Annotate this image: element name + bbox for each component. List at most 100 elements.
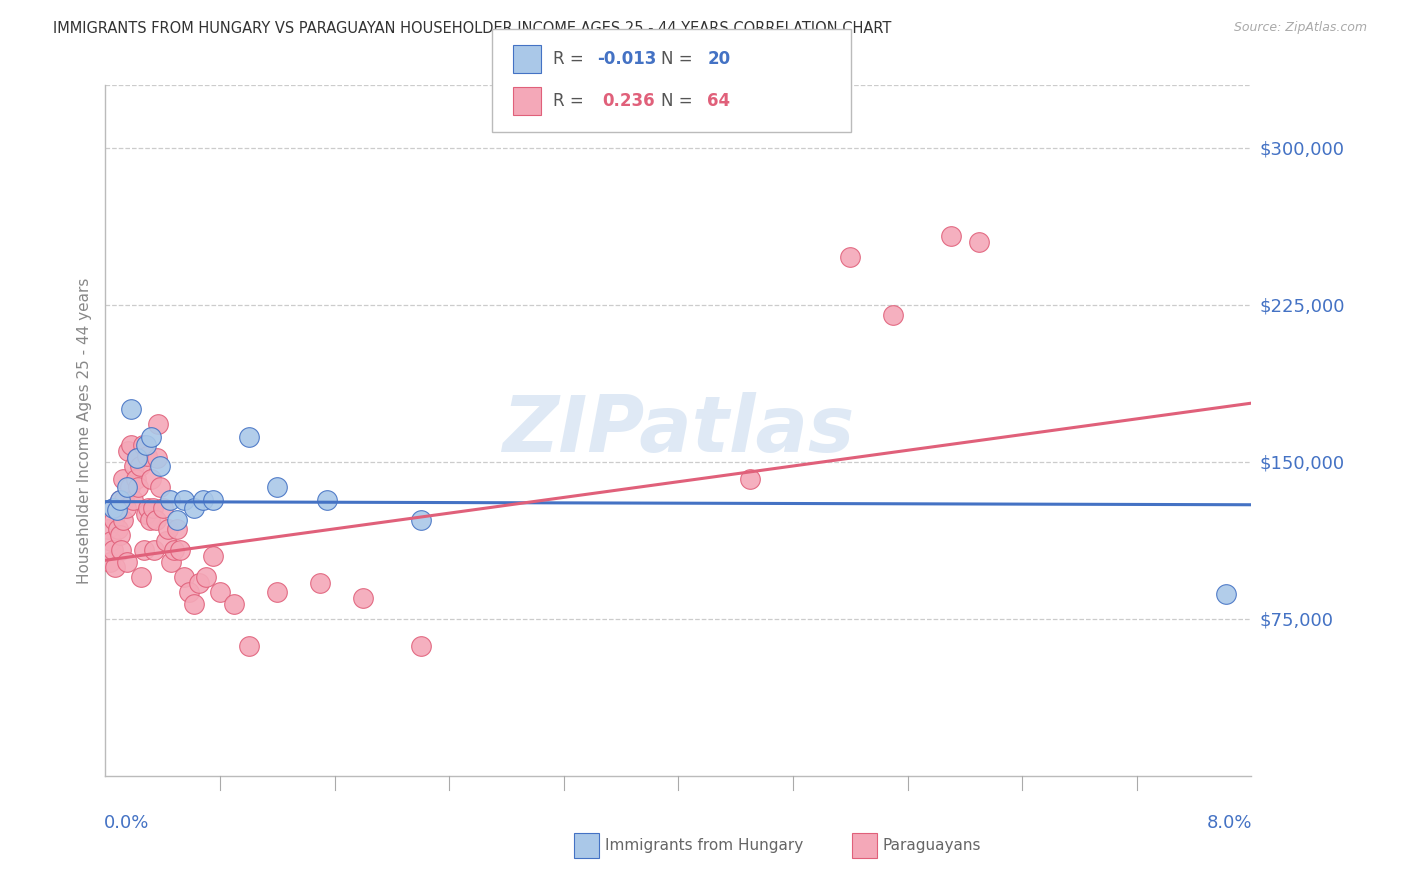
- Point: [135, 507, 157, 521]
- Point: [266, 480, 288, 494]
- Point: [183, 500, 205, 515]
- Point: [238, 639, 260, 653]
- Point: [117, 444, 139, 458]
- Point: [118, 480, 141, 494]
- Point: [201, 492, 224, 507]
- Point: [316, 492, 339, 507]
- Point: [224, 597, 246, 611]
- Point: [166, 522, 188, 536]
- Point: [105, 500, 128, 515]
- Point: [115, 480, 138, 494]
- Point: [108, 492, 131, 507]
- Point: [209, 584, 232, 599]
- Point: [409, 639, 432, 653]
- Point: [159, 492, 181, 507]
- Point: [266, 584, 288, 599]
- Point: [134, 542, 156, 557]
- Point: [100, 534, 122, 549]
- Text: 0.236: 0.236: [602, 92, 654, 110]
- Point: [135, 438, 157, 452]
- Point: [1215, 587, 1237, 601]
- Text: N =: N =: [661, 50, 697, 68]
- Point: [127, 480, 149, 494]
- Point: [125, 450, 148, 465]
- Point: [121, 492, 143, 507]
- Text: 8.0%: 8.0%: [1206, 814, 1253, 832]
- Point: [839, 250, 862, 264]
- Point: [97, 522, 120, 536]
- Point: [111, 472, 134, 486]
- Point: [108, 492, 131, 507]
- Point: [149, 480, 172, 494]
- Point: [105, 503, 128, 517]
- Text: 64: 64: [707, 92, 730, 110]
- Point: [738, 472, 761, 486]
- Point: [112, 492, 135, 507]
- Point: [111, 513, 134, 527]
- Point: [129, 570, 152, 584]
- Text: IMMIGRANTS FROM HUNGARY VS PARAGUAYAN HOUSEHOLDER INCOME AGES 25 - 44 YEARS CORR: IMMIGRANTS FROM HUNGARY VS PARAGUAYAN HO…: [53, 21, 891, 37]
- Point: [187, 576, 209, 591]
- Point: [103, 513, 125, 527]
- Text: Paraguayans: Paraguayans: [883, 838, 981, 853]
- Point: [238, 430, 260, 444]
- Point: [120, 402, 142, 417]
- Point: [155, 534, 177, 549]
- Point: [143, 542, 166, 557]
- Point: [160, 555, 183, 569]
- Point: [125, 450, 148, 465]
- Point: [114, 500, 136, 515]
- Text: 20: 20: [707, 50, 730, 68]
- Point: [169, 542, 191, 557]
- Text: ZIPatlas: ZIPatlas: [502, 392, 855, 468]
- Point: [104, 559, 127, 574]
- Point: [148, 417, 170, 431]
- Point: [309, 576, 332, 591]
- Text: R =: R =: [553, 92, 593, 110]
- Point: [939, 228, 962, 243]
- Point: [183, 597, 205, 611]
- Point: [141, 430, 163, 444]
- Point: [108, 528, 131, 542]
- Text: N =: N =: [661, 92, 697, 110]
- Point: [967, 235, 990, 249]
- Point: [139, 513, 162, 527]
- Y-axis label: Householder Income Ages 25 - 44 years: Householder Income Ages 25 - 44 years: [76, 277, 91, 583]
- Point: [352, 591, 374, 605]
- Text: -0.013: -0.013: [598, 50, 657, 68]
- Text: Immigrants from Hungary: Immigrants from Hungary: [605, 838, 803, 853]
- Point: [122, 458, 145, 473]
- Point: [882, 308, 904, 322]
- Point: [136, 449, 159, 463]
- Point: [191, 492, 214, 507]
- Point: [107, 522, 129, 536]
- Point: [101, 542, 124, 557]
- Point: [409, 513, 432, 527]
- Point: [157, 522, 180, 536]
- Point: [201, 549, 224, 563]
- Point: [115, 555, 138, 569]
- Point: [149, 458, 172, 473]
- Point: [101, 500, 124, 515]
- Point: [138, 500, 160, 515]
- Point: [124, 472, 146, 486]
- Point: [120, 438, 142, 452]
- Point: [110, 542, 132, 557]
- Point: [141, 472, 163, 486]
- Text: 0.0%: 0.0%: [104, 814, 149, 832]
- Point: [163, 542, 186, 557]
- Text: Source: ZipAtlas.com: Source: ZipAtlas.com: [1233, 21, 1367, 35]
- Point: [194, 570, 217, 584]
- Text: R =: R =: [553, 50, 589, 68]
- Point: [142, 500, 165, 515]
- Point: [152, 500, 174, 515]
- Point: [173, 570, 195, 584]
- Point: [98, 555, 121, 569]
- Point: [146, 450, 169, 465]
- Point: [131, 438, 153, 452]
- Point: [173, 492, 195, 507]
- Point: [177, 584, 200, 599]
- Point: [166, 513, 188, 527]
- Point: [128, 458, 150, 473]
- Point: [145, 513, 167, 527]
